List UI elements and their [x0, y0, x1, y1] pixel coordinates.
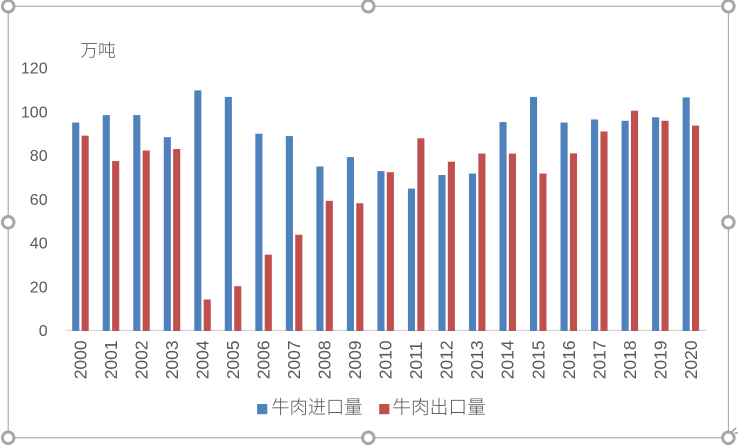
svg-text:2004: 2004 [193, 340, 213, 379]
svg-text:2013: 2013 [467, 340, 487, 379]
svg-text:2016: 2016 [559, 340, 579, 379]
svg-text:2012: 2012 [437, 340, 457, 379]
svg-text:2009: 2009 [345, 340, 365, 379]
svg-text:120: 120 [21, 61, 48, 78]
svg-text:2002: 2002 [131, 340, 151, 379]
svg-text:100: 100 [21, 104, 48, 121]
svg-text:2015: 2015 [528, 340, 548, 379]
svg-text:2003: 2003 [162, 340, 182, 379]
svg-text:2011: 2011 [406, 342, 426, 380]
svg-text:2007: 2007 [284, 340, 304, 379]
svg-text:2010: 2010 [376, 340, 396, 379]
svg-text:2017: 2017 [589, 340, 609, 379]
svg-text:2005: 2005 [223, 340, 243, 379]
svg-text:2020: 2020 [681, 340, 701, 379]
svg-text:2006: 2006 [254, 340, 274, 379]
svg-text:2018: 2018 [620, 340, 640, 379]
svg-text:60: 60 [30, 192, 48, 209]
svg-text:80: 80 [30, 148, 48, 165]
svg-text:0: 0 [39, 323, 48, 340]
svg-text:2008: 2008 [315, 340, 335, 379]
svg-text:2001: 2001 [101, 340, 121, 379]
svg-text:20: 20 [30, 279, 48, 296]
svg-text:2000: 2000 [70, 340, 90, 379]
svg-text:40: 40 [30, 236, 48, 253]
svg-text:2019: 2019 [650, 340, 670, 379]
svg-text:2014: 2014 [498, 340, 518, 379]
